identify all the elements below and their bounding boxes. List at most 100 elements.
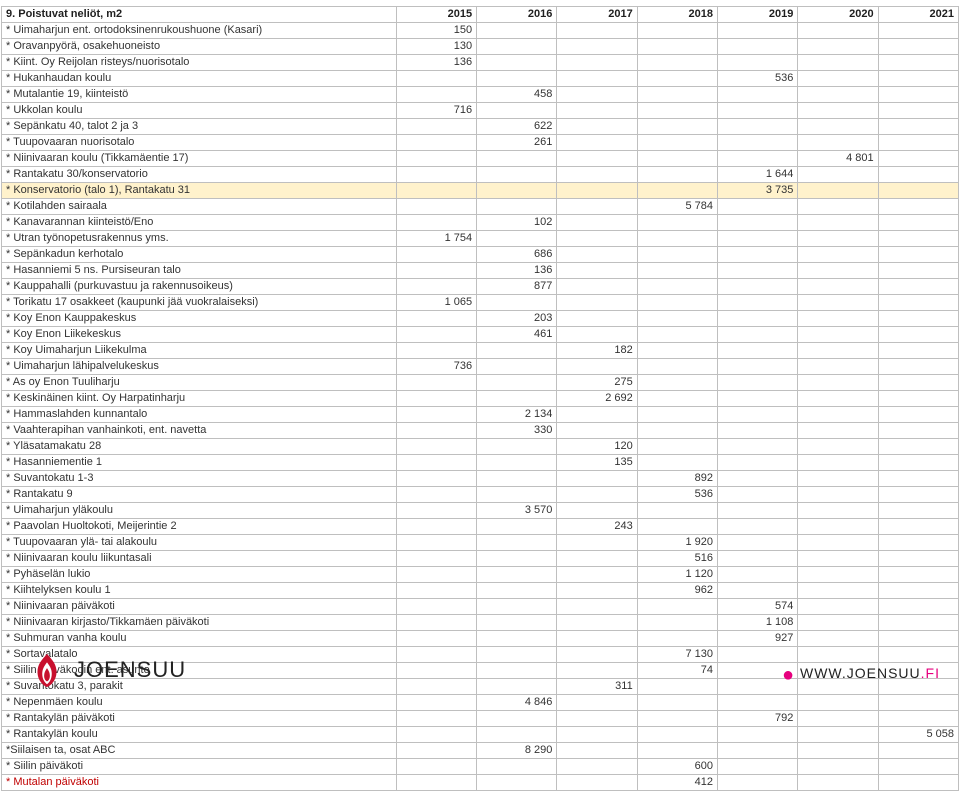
row-value: [557, 295, 637, 311]
row-value: [637, 503, 717, 519]
table-row: * Pyhäselän lukio1 120: [2, 567, 959, 583]
row-value: 1 920: [637, 535, 717, 551]
table-row: * Kotilahden sairaala5 784: [2, 199, 959, 215]
row-value: [477, 471, 557, 487]
row-value: [396, 327, 476, 343]
table-row: * Rantakylän koulu5 058: [2, 727, 959, 743]
row-value: [637, 519, 717, 535]
row-value: [878, 295, 958, 311]
table-row: * Vaahterapihan vanhainkoti, ent. navett…: [2, 423, 959, 439]
row-value: [718, 39, 798, 55]
row-value: 203: [477, 311, 557, 327]
row-label: * Utran työnopetusrakennus yms.: [2, 231, 397, 247]
row-value: 120: [557, 439, 637, 455]
header-year: 2015: [396, 7, 476, 23]
row-value: [878, 119, 958, 135]
row-value: [878, 407, 958, 423]
row-value: [637, 311, 717, 327]
row-value: [477, 519, 557, 535]
row-value: [477, 391, 557, 407]
row-value: [557, 55, 637, 71]
table-row: * As oy Enon Tuuliharju275: [2, 375, 959, 391]
row-value: [718, 487, 798, 503]
row-value: [637, 39, 717, 55]
row-value: [718, 503, 798, 519]
row-value: [477, 551, 557, 567]
row-value: [798, 551, 878, 567]
row-value: [557, 199, 637, 215]
row-value: [798, 167, 878, 183]
row-value: [557, 119, 637, 135]
row-value: [798, 775, 878, 791]
row-value: [557, 263, 637, 279]
table-row: * Konservatorio (talo 1), Rantakatu 313 …: [2, 183, 959, 199]
row-value: 892: [637, 471, 717, 487]
row-value: [878, 279, 958, 295]
header-year: 2020: [798, 7, 878, 23]
row-label: * Hukanhaudan koulu: [2, 71, 397, 87]
row-value: [798, 311, 878, 327]
row-value: [396, 215, 476, 231]
row-value: 8 290: [477, 743, 557, 759]
row-value: [798, 391, 878, 407]
row-value: [477, 455, 557, 471]
row-value: [477, 487, 557, 503]
row-value: [878, 215, 958, 231]
row-value: [718, 343, 798, 359]
row-value: 182: [557, 343, 637, 359]
row-value: [798, 119, 878, 135]
row-value: [557, 311, 637, 327]
row-value: 1 108: [718, 615, 798, 631]
table-row: * Mutalan päiväkoti412: [2, 775, 959, 791]
row-value: [477, 151, 557, 167]
row-value: [557, 327, 637, 343]
row-value: [637, 167, 717, 183]
row-value: [396, 183, 476, 199]
row-value: [637, 391, 717, 407]
row-value: [878, 343, 958, 359]
row-value: [718, 423, 798, 439]
table-row: * Sepänkadun kerhotalo686: [2, 247, 959, 263]
row-value: 135: [557, 455, 637, 471]
row-value: [878, 503, 958, 519]
row-value: [718, 231, 798, 247]
row-value: [557, 23, 637, 39]
row-value: 458: [477, 87, 557, 103]
row-label: * Torikatu 17 osakkeet (kaupunki jää vuo…: [2, 295, 397, 311]
row-value: [396, 391, 476, 407]
row-value: [718, 263, 798, 279]
row-value: [557, 615, 637, 631]
row-value: [557, 743, 637, 759]
row-value: [798, 759, 878, 775]
row-value: 136: [477, 263, 557, 279]
row-label: * Yläsatamakatu 28: [2, 439, 397, 455]
row-value: [718, 535, 798, 551]
table-row: * Torikatu 17 osakkeet (kaupunki jää vuo…: [2, 295, 959, 311]
row-value: 102: [477, 215, 557, 231]
table-row: * Oravanpyörä, osakehuoneisto130: [2, 39, 959, 55]
row-label: * Vaahterapihan vanhainkoti, ent. navett…: [2, 423, 397, 439]
row-value: [396, 247, 476, 263]
flame-icon: [28, 651, 66, 689]
row-value: [798, 215, 878, 231]
row-value: [396, 567, 476, 583]
row-label: * Tuupovaaran ylä- tai alakoulu: [2, 535, 397, 551]
row-value: [798, 103, 878, 119]
table-row: * Niinivaaran koulu liikuntasali516: [2, 551, 959, 567]
row-label: * Koy Enon Kauppakeskus: [2, 311, 397, 327]
row-value: [637, 439, 717, 455]
row-value: [396, 279, 476, 295]
row-value: [798, 583, 878, 599]
row-value: [637, 119, 717, 135]
row-value: [878, 391, 958, 407]
row-value: [477, 359, 557, 375]
row-value: [477, 231, 557, 247]
row-value: 2 692: [557, 391, 637, 407]
row-value: [878, 359, 958, 375]
header-year: 2016: [477, 7, 557, 23]
row-label: * Kotilahden sairaala: [2, 199, 397, 215]
row-value: [718, 311, 798, 327]
row-value: [718, 759, 798, 775]
row-value: [878, 55, 958, 71]
row-value: [798, 567, 878, 583]
